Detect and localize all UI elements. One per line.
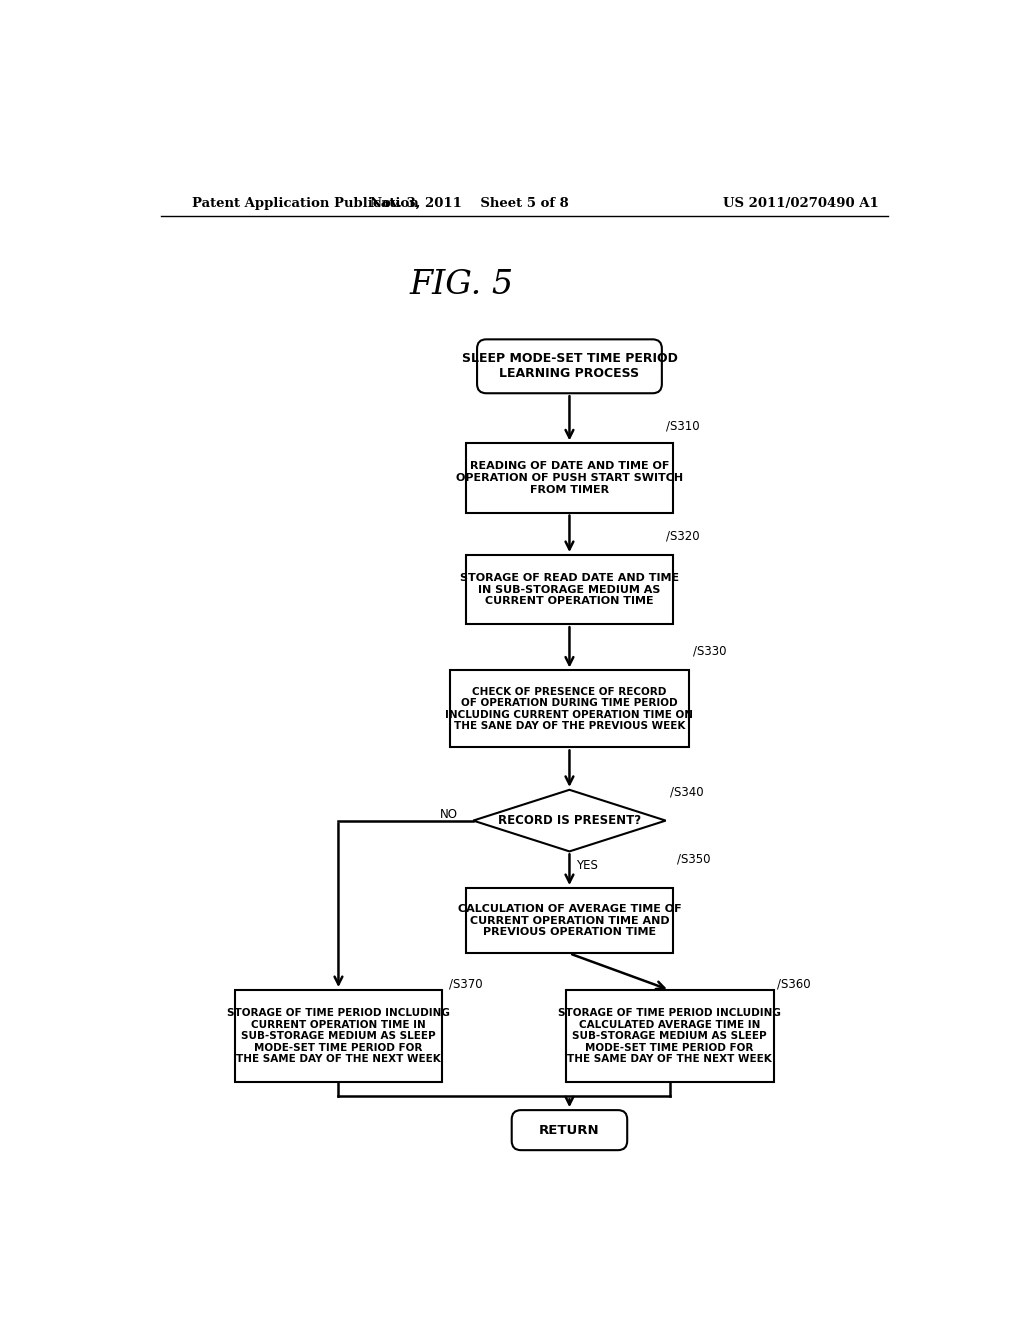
Text: RECORD IS PRESENT?: RECORD IS PRESENT?: [498, 814, 641, 828]
Text: Patent Application Publication: Patent Application Publication: [193, 197, 419, 210]
Text: STORAGE OF READ DATE AND TIME
IN SUB-STORAGE MEDIUM AS
CURRENT OPERATION TIME: STORAGE OF READ DATE AND TIME IN SUB-STO…: [460, 573, 679, 606]
Text: CALCULATION OF AVERAGE TIME OF
CURRENT OPERATION TIME AND
PREVIOUS OPERATION TIM: CALCULATION OF AVERAGE TIME OF CURRENT O…: [458, 904, 681, 937]
Bar: [234, 990, 442, 1082]
Bar: [466, 888, 674, 953]
Text: /S330: /S330: [692, 644, 726, 657]
Bar: [451, 671, 689, 747]
FancyBboxPatch shape: [477, 339, 662, 393]
Text: /S350: /S350: [677, 853, 711, 866]
Text: NO: NO: [439, 808, 458, 821]
Text: US 2011/0270490 A1: US 2011/0270490 A1: [723, 197, 879, 210]
Bar: [565, 990, 773, 1082]
Text: /S370: /S370: [449, 977, 482, 990]
Text: YES: YES: [575, 859, 597, 871]
Text: Nov. 3, 2011    Sheet 5 of 8: Nov. 3, 2011 Sheet 5 of 8: [370, 197, 568, 210]
Text: RETURN: RETURN: [540, 1123, 600, 1137]
Text: /S340: /S340: [670, 785, 703, 799]
Text: CHECK OF PRESENCE OF RECORD
OF OPERATION DURING TIME PERIOD
INCLUDING CURRENT OP: CHECK OF PRESENCE OF RECORD OF OPERATION…: [445, 686, 693, 731]
Text: READING OF DATE AND TIME OF
OPERATION OF PUSH START SWITCH
FROM TIMER: READING OF DATE AND TIME OF OPERATION OF…: [456, 462, 683, 495]
Text: STORAGE OF TIME PERIOD INCLUDING
CALCULATED AVERAGE TIME IN
SUB-STORAGE MEDIUM A: STORAGE OF TIME PERIOD INCLUDING CALCULA…: [558, 1008, 781, 1064]
Text: FIG. 5: FIG. 5: [410, 269, 514, 301]
Text: /S310: /S310: [666, 420, 699, 433]
Text: /S320: /S320: [666, 529, 699, 543]
Bar: [466, 444, 674, 512]
Text: /S360: /S360: [777, 977, 811, 990]
FancyBboxPatch shape: [512, 1110, 628, 1150]
Bar: [466, 554, 674, 624]
Text: SLEEP MODE-SET TIME PERIOD
LEARNING PROCESS: SLEEP MODE-SET TIME PERIOD LEARNING PROC…: [462, 352, 678, 380]
Text: STORAGE OF TIME PERIOD INCLUDING
CURRENT OPERATION TIME IN
SUB-STORAGE MEDIUM AS: STORAGE OF TIME PERIOD INCLUDING CURRENT…: [227, 1008, 450, 1064]
Polygon shape: [473, 789, 666, 851]
